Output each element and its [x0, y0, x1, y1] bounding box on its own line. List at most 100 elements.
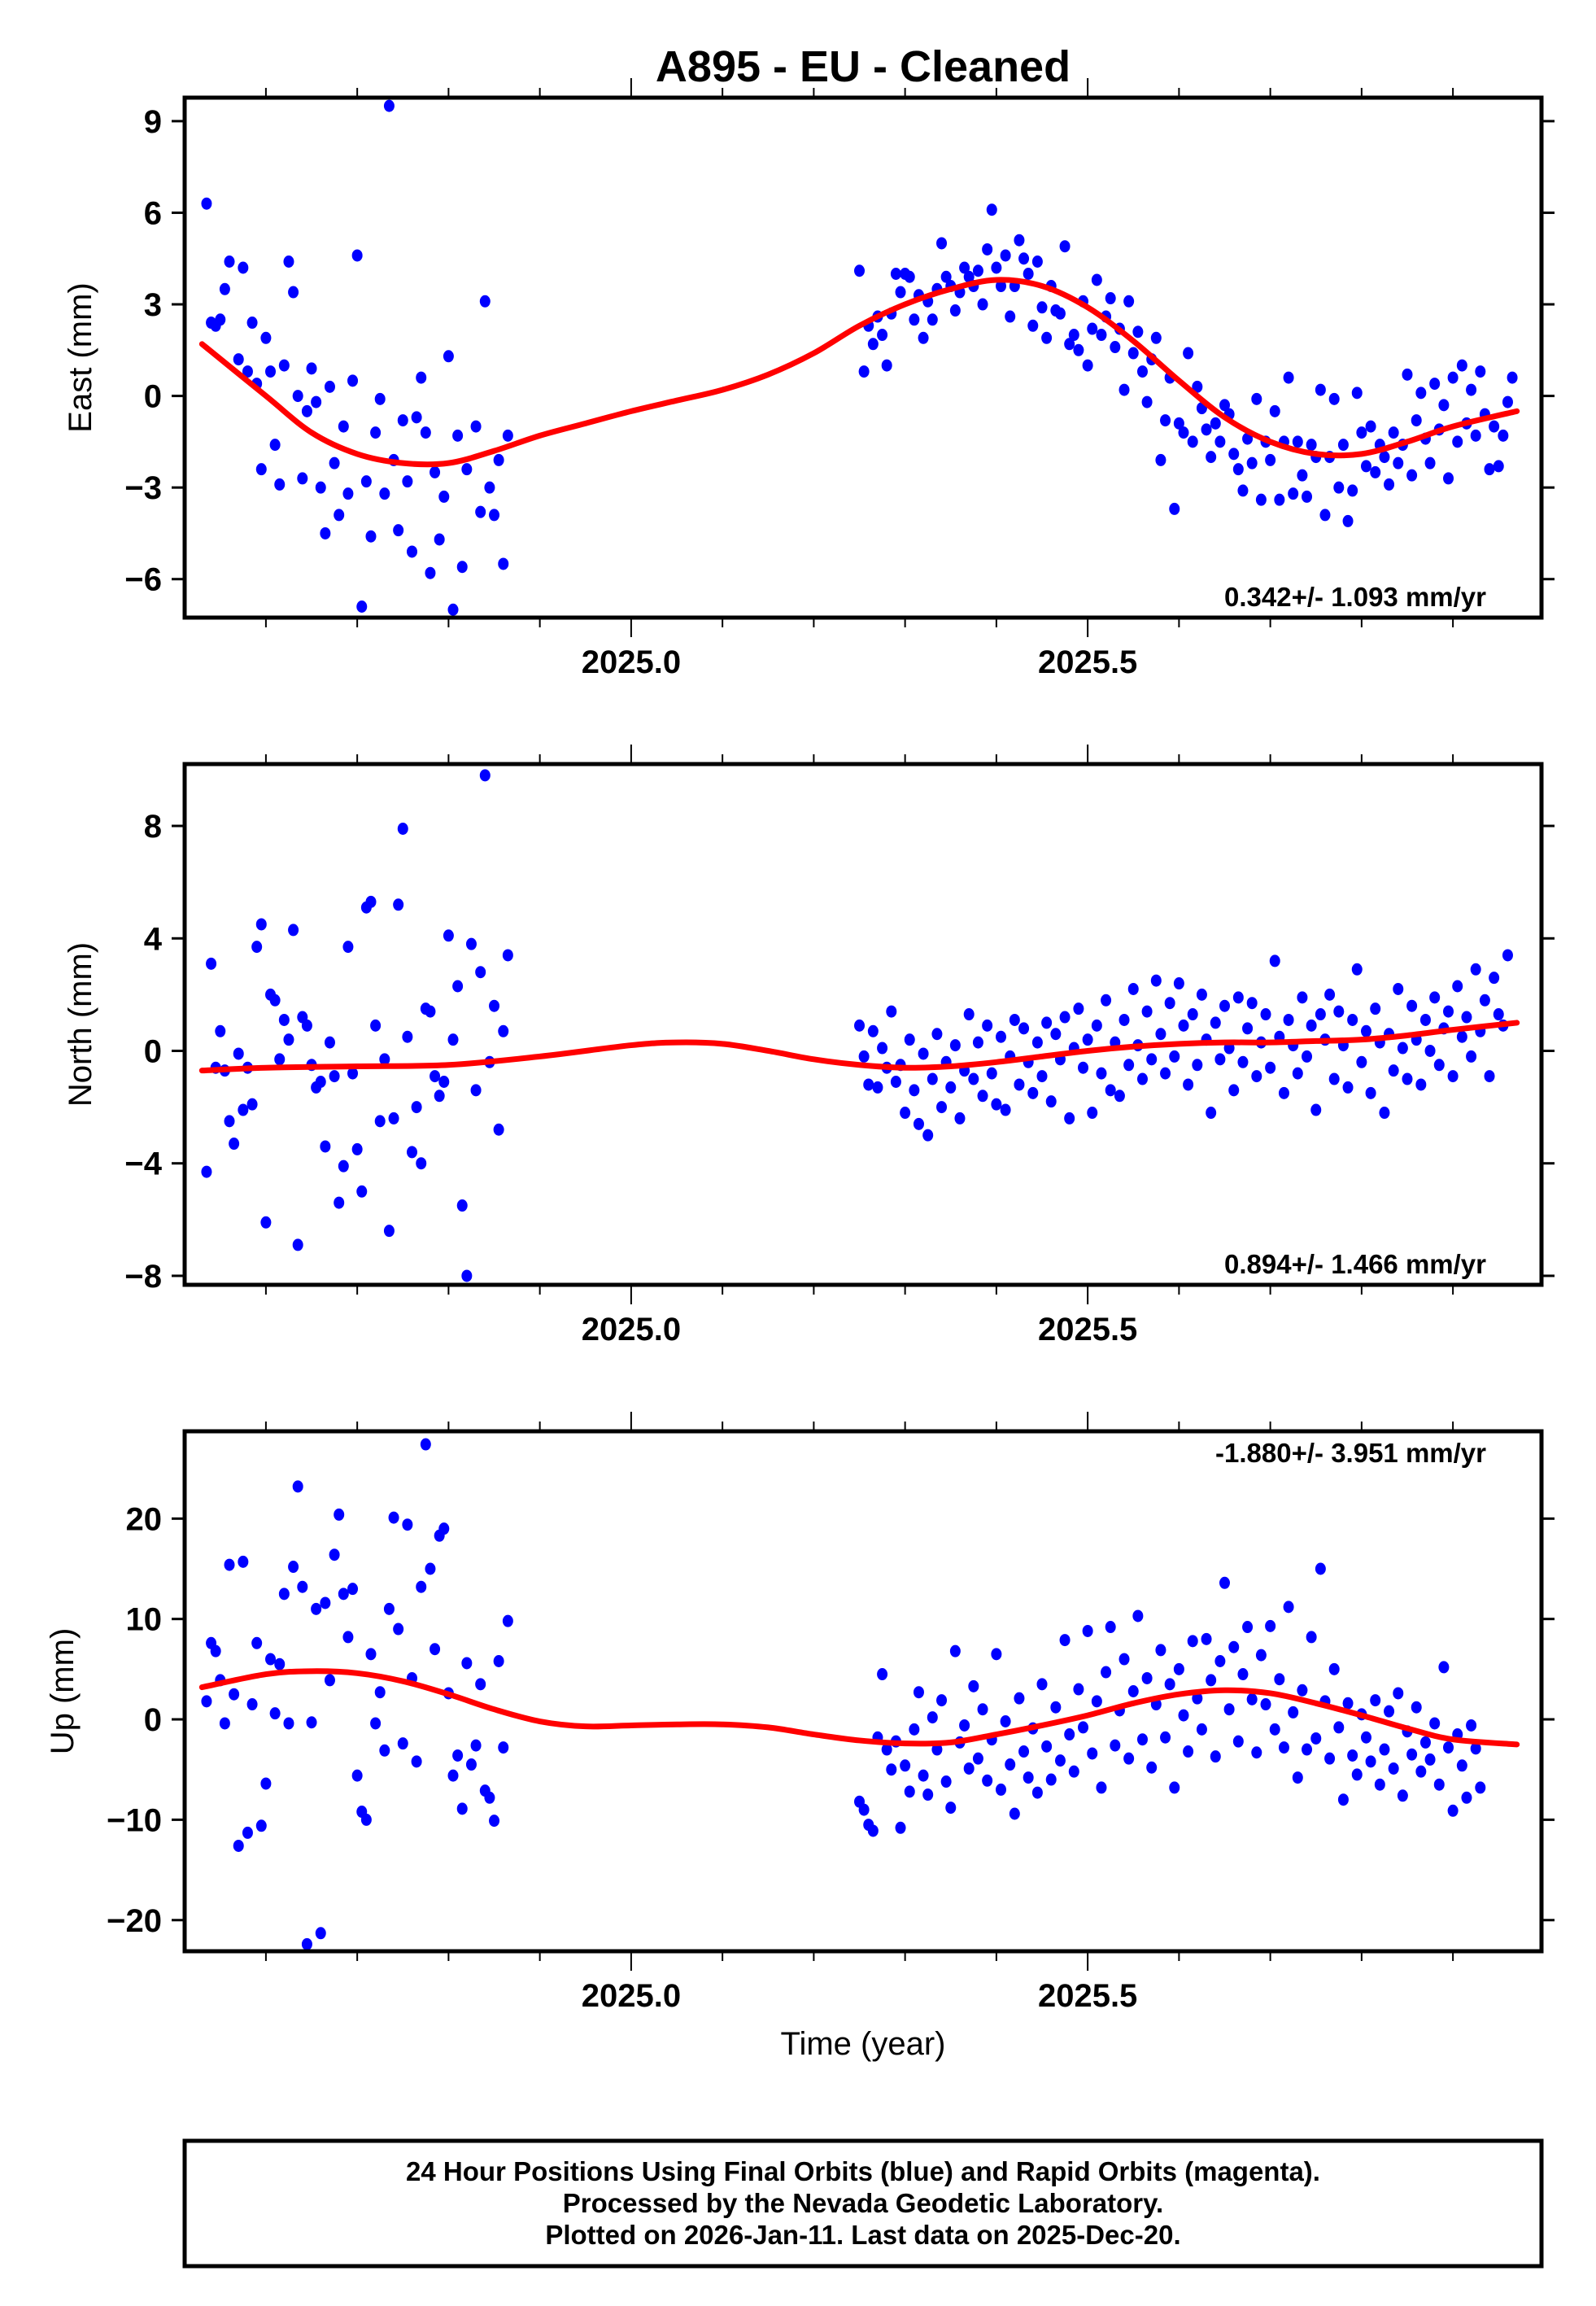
data-point	[1214, 1053, 1226, 1066]
data-point	[502, 1614, 513, 1627]
data-point	[1110, 1739, 1121, 1752]
data-point	[1347, 1013, 1358, 1026]
data-point	[329, 456, 340, 469]
data-point	[1041, 1740, 1053, 1753]
data-point	[233, 1047, 244, 1060]
data-point	[430, 1643, 441, 1656]
data-point	[1150, 331, 1162, 344]
north-fit-line	[198, 1020, 1520, 1074]
data-point	[1470, 429, 1481, 442]
data-point	[895, 1821, 906, 1834]
data-point	[1105, 1084, 1116, 1097]
data-point	[242, 365, 253, 378]
data-point	[1502, 949, 1513, 962]
data-point	[995, 1783, 1006, 1796]
data-point	[411, 1755, 422, 1768]
data-point	[430, 465, 441, 478]
data-point	[900, 1759, 911, 1772]
data-point	[867, 1024, 879, 1037]
footer-line-1: 24 Hour Positions Using Final Orbits (bl…	[406, 2156, 1320, 2186]
data-point	[1452, 435, 1463, 448]
data-point	[370, 1717, 382, 1730]
data-point	[1132, 325, 1144, 338]
data-point	[393, 524, 404, 537]
data-point	[470, 1739, 482, 1752]
data-point	[1384, 1705, 1395, 1718]
data-point	[425, 566, 436, 579]
data-point	[900, 1107, 911, 1120]
data-point	[1379, 1107, 1390, 1120]
data-point	[1119, 1653, 1130, 1666]
data-point	[1073, 1683, 1084, 1696]
data-point	[379, 1053, 390, 1066]
data-point	[1360, 1024, 1371, 1037]
data-point	[360, 475, 372, 488]
data-point	[1328, 1072, 1340, 1085]
data-point	[1393, 456, 1404, 469]
data-point	[1119, 383, 1130, 396]
data-point	[1324, 1752, 1336, 1765]
data-point	[904, 270, 915, 283]
data-point	[1429, 378, 1441, 391]
data-point	[1337, 1793, 1349, 1806]
data-point	[324, 380, 335, 393]
data-point	[918, 1047, 929, 1060]
data-point	[347, 374, 359, 387]
data-point	[968, 1679, 979, 1692]
data-point	[1237, 484, 1249, 497]
data-point	[1493, 1008, 1504, 1021]
data-point	[1123, 1059, 1135, 1072]
data-point	[1127, 1685, 1139, 1697]
data-point	[470, 1084, 482, 1097]
data-point	[1096, 329, 1107, 342]
data-point	[1342, 514, 1354, 527]
data-point	[1415, 1078, 1427, 1091]
data-point	[1160, 1067, 1171, 1080]
data-point	[1370, 1002, 1381, 1015]
data-point	[1206, 1674, 1217, 1687]
data-point	[1484, 463, 1495, 476]
data-point	[438, 1522, 450, 1535]
data-point	[351, 249, 363, 262]
data-point	[406, 545, 417, 558]
data-point	[1324, 988, 1336, 1001]
data-point	[1018, 1745, 1030, 1758]
data-point	[461, 463, 473, 476]
data-point	[338, 420, 349, 433]
data-point	[246, 1698, 258, 1711]
data-point	[1461, 1791, 1472, 1804]
data-point	[1269, 404, 1280, 417]
data-point	[347, 1067, 359, 1080]
data-point	[1101, 1666, 1112, 1679]
data-point	[1351, 387, 1363, 400]
data-point	[1479, 994, 1490, 1007]
data-point	[904, 1033, 915, 1046]
data-point	[1141, 1671, 1153, 1684]
data-point	[1246, 456, 1258, 469]
data-point	[959, 261, 970, 274]
data-point	[238, 1555, 249, 1568]
data-point	[1091, 273, 1102, 286]
data-point	[1337, 439, 1349, 452]
data-point	[1023, 1771, 1034, 1784]
data-point	[1393, 1687, 1404, 1700]
data-point	[1411, 414, 1422, 427]
data-point	[1315, 1562, 1326, 1575]
y-tick-label: 4	[144, 921, 163, 957]
data-point	[1356, 426, 1367, 439]
data-point	[1265, 1061, 1276, 1074]
data-point	[1187, 1008, 1198, 1021]
data-point	[1082, 359, 1093, 372]
data-point	[1031, 1786, 1043, 1799]
data-point	[1278, 1086, 1289, 1099]
data-point	[949, 1039, 961, 1052]
data-point	[1283, 1601, 1294, 1614]
east-fit-line	[198, 277, 1520, 468]
data-point	[456, 1199, 468, 1212]
data-point	[1470, 963, 1481, 976]
velocity-annotation: 0.894+/- 1.466 mm/yr	[1224, 1249, 1486, 1279]
data-point	[360, 1813, 372, 1826]
y-tick-label: −3	[124, 470, 162, 506]
data-point	[498, 1741, 509, 1754]
data-point	[278, 1588, 290, 1601]
